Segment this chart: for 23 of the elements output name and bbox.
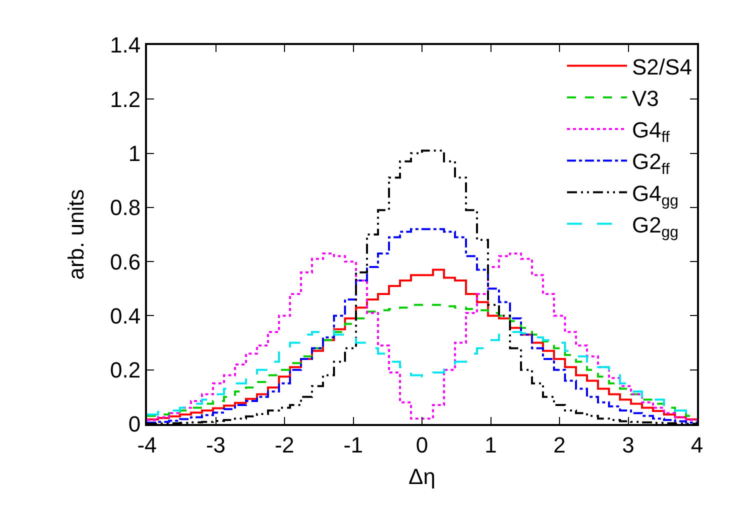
y-tick-label: 1.2 [110,86,141,112]
legend-label: G2$_{ff}$ [632,149,670,178]
x-tick-label: 1 [484,432,497,458]
legend-label: G2$_{gg}$ [632,212,678,241]
x-axis-title: Δη [408,464,436,489]
x-tick-label: 3 [622,432,634,458]
legend-label: G4$_{ff}$ [632,118,670,146]
legend-label: V3 [632,86,659,111]
y-tick-label: 1 [128,140,141,166]
x-tick-label: 0 [416,432,428,458]
y-tick-label: 1.4 [110,32,141,58]
x-tick-label: -3 [206,432,226,458]
y-tick-label: 0.4 [110,303,141,328]
x-tick-label: 4 [690,432,704,458]
y-tick-label: 0.2 [110,358,141,383]
legend-label: S2/S4 [632,54,692,80]
legend-label: G4$_{gg}$ [632,180,678,210]
x-tick-label: -1 [343,432,364,458]
y-axis-title: arb. units [63,189,88,280]
y-tick-label: 0.8 [110,195,141,220]
x-tick-label: -2 [274,432,294,458]
y-tick-label: 0.6 [110,249,141,274]
x-tick-label: 2 [553,432,566,458]
